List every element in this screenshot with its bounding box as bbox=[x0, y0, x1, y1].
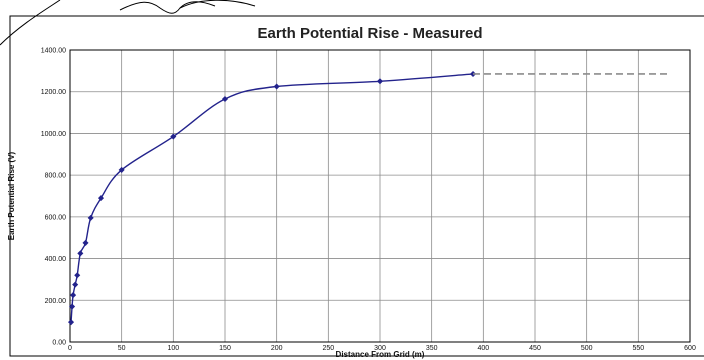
series-line bbox=[70, 73, 474, 323]
data-point-marker bbox=[97, 195, 105, 202]
x-tick-label: 500 bbox=[581, 345, 593, 352]
data-point-marker bbox=[273, 83, 280, 90]
data-point-marker bbox=[170, 133, 177, 140]
data-point-marker bbox=[70, 292, 77, 299]
x-tick-label: 400 bbox=[477, 345, 489, 352]
grid-layer bbox=[69, 49, 691, 343]
y-tick-label: 200.00 bbox=[45, 298, 67, 305]
tick-labels: 0 50 100 150 200 250 300 350 400 450 500 550 600 0.00… bbox=[41, 48, 696, 353]
y-tick-label: 1200.00 bbox=[41, 89, 66, 96]
data-point-marker bbox=[69, 303, 76, 310]
x-tick-label: 350 bbox=[426, 345, 438, 352]
data-point-marker bbox=[376, 78, 384, 85]
x-tick-label: 0 bbox=[68, 345, 72, 352]
data-point-marker bbox=[82, 239, 89, 246]
x-tick-label: 300 bbox=[374, 345, 386, 352]
y-tick-label: 1400.00 bbox=[41, 48, 66, 55]
x-axis-title: Distance From Grid (m) bbox=[336, 350, 425, 359]
x-tick-label: 550 bbox=[632, 345, 644, 352]
y-tick-label: 1000.00 bbox=[41, 131, 66, 138]
x-tick-label: 450 bbox=[529, 345, 541, 352]
x-tick-label: 200 bbox=[271, 345, 283, 352]
x-tick-label: 150 bbox=[219, 345, 231, 352]
y-tick-label: 400.00 bbox=[45, 256, 67, 263]
background-curve bbox=[119, 1, 216, 14]
y-tick-label: 600.00 bbox=[45, 214, 67, 221]
background-curve bbox=[0, 0, 61, 46]
data-point-marker bbox=[118, 166, 125, 173]
data-point-marker bbox=[68, 319, 75, 326]
data-point-marker bbox=[77, 250, 84, 257]
y-tick-label: 800.00 bbox=[45, 173, 67, 180]
background-curves bbox=[0, 0, 256, 46]
y-tick-label: 0.00 bbox=[52, 340, 66, 347]
chart-frame bbox=[9, 15, 704, 357]
plot-area bbox=[69, 49, 691, 343]
data-point-marker bbox=[72, 281, 79, 288]
x-tick-label: 600 bbox=[684, 345, 696, 352]
y-axis-title: Earth Potential Rise (V) bbox=[7, 151, 16, 240]
background-curve bbox=[179, 0, 256, 9]
data-point-marker bbox=[221, 95, 229, 103]
chart-title: Earth Potential Rise - Measured bbox=[257, 25, 482, 42]
data-point-marker bbox=[74, 272, 81, 279]
data-point-marker bbox=[87, 214, 94, 221]
x-tick-label: 250 bbox=[322, 345, 334, 352]
series-layer bbox=[68, 70, 670, 326]
x-tick-label: 50 bbox=[118, 345, 126, 352]
x-tick-label: 100 bbox=[167, 345, 179, 352]
